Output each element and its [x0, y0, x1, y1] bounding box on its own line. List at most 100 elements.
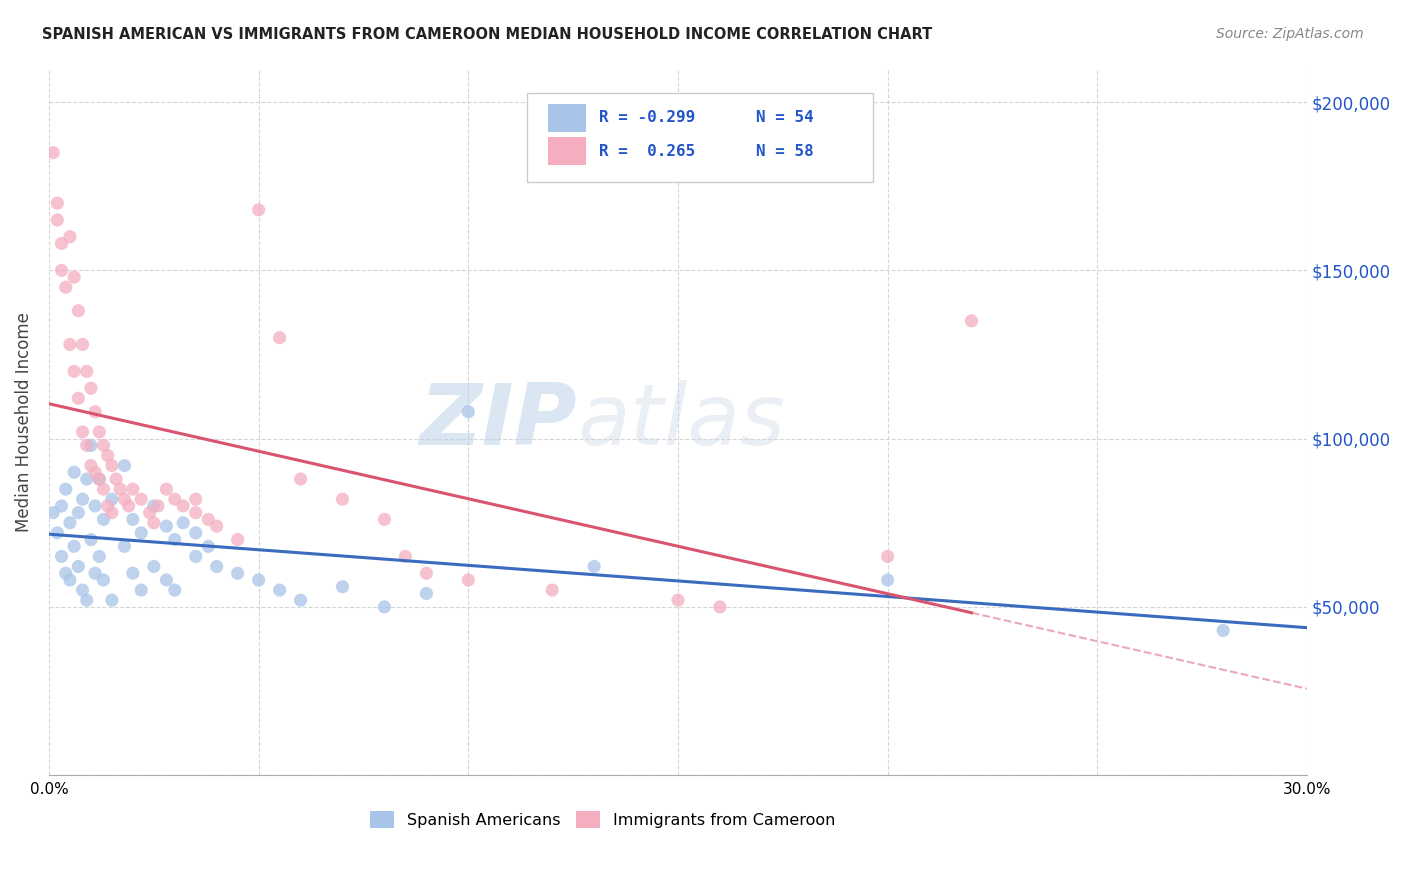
Point	[247, 573, 270, 587]
Point	[76, 364, 98, 378]
Point	[960, 314, 983, 328]
Text: atlas: atlas	[578, 380, 786, 463]
Point	[184, 549, 207, 564]
Point	[129, 492, 152, 507]
Point	[394, 549, 416, 564]
Point	[541, 583, 564, 598]
Point	[269, 331, 291, 345]
Point	[93, 573, 115, 587]
Point	[59, 573, 82, 587]
Point	[76, 472, 98, 486]
Text: N = 58: N = 58	[756, 144, 814, 159]
Point	[59, 229, 82, 244]
Point	[63, 270, 86, 285]
Point	[114, 539, 136, 553]
Point	[84, 465, 107, 479]
Point	[142, 499, 165, 513]
Point	[332, 492, 354, 507]
Point	[332, 580, 354, 594]
Text: N = 54: N = 54	[756, 111, 814, 126]
Point	[146, 499, 169, 513]
Point	[226, 566, 249, 581]
Point	[155, 519, 177, 533]
Text: SPANISH AMERICAN VS IMMIGRANTS FROM CAMEROON MEDIAN HOUSEHOLD INCOME CORRELATION: SPANISH AMERICAN VS IMMIGRANTS FROM CAME…	[42, 27, 932, 42]
Point	[67, 303, 90, 318]
Point	[163, 492, 186, 507]
FancyBboxPatch shape	[527, 94, 873, 182]
Point	[155, 482, 177, 496]
Point	[184, 492, 207, 507]
Point	[415, 566, 437, 581]
Point	[46, 525, 69, 540]
Text: R =  0.265: R = 0.265	[599, 144, 695, 159]
Point	[457, 405, 479, 419]
Point	[93, 512, 115, 526]
Point	[51, 236, 73, 251]
Point	[117, 499, 139, 513]
Point	[67, 559, 90, 574]
Point	[72, 425, 94, 439]
Point	[163, 533, 186, 547]
Point	[129, 525, 152, 540]
Point	[76, 593, 98, 607]
Point	[51, 499, 73, 513]
Point	[63, 364, 86, 378]
Bar	[548, 103, 586, 132]
Point	[197, 512, 219, 526]
Point	[373, 512, 395, 526]
Point	[80, 381, 103, 395]
Point	[51, 263, 73, 277]
Point	[84, 566, 107, 581]
Point	[76, 438, 98, 452]
Point	[129, 583, 152, 598]
Text: ZIP: ZIP	[420, 380, 578, 463]
Point	[142, 516, 165, 530]
Point	[155, 573, 177, 587]
Point	[72, 337, 94, 351]
Point	[876, 549, 898, 564]
Point	[72, 492, 94, 507]
Point	[197, 539, 219, 553]
Point	[89, 472, 111, 486]
Point	[163, 583, 186, 598]
Point	[89, 425, 111, 439]
Point	[84, 499, 107, 513]
Point	[114, 492, 136, 507]
Point	[42, 506, 65, 520]
Point	[93, 438, 115, 452]
Point	[93, 482, 115, 496]
Point	[89, 549, 111, 564]
Point	[59, 516, 82, 530]
Point	[80, 533, 103, 547]
Point	[51, 549, 73, 564]
Point	[55, 566, 77, 581]
Point	[226, 533, 249, 547]
Y-axis label: Median Household Income: Median Household Income	[15, 312, 32, 532]
Point	[876, 573, 898, 587]
Point	[97, 499, 120, 513]
Point	[72, 583, 94, 598]
Point	[142, 559, 165, 574]
Point	[59, 337, 82, 351]
Point	[583, 559, 606, 574]
Point	[63, 465, 86, 479]
Point	[247, 202, 270, 217]
Point	[121, 566, 143, 581]
Point	[80, 438, 103, 452]
Point	[373, 599, 395, 614]
Point	[89, 472, 111, 486]
Point	[121, 482, 143, 496]
Point	[67, 391, 90, 405]
Point	[138, 506, 160, 520]
Point	[101, 506, 124, 520]
Point	[666, 593, 689, 607]
Point	[101, 458, 124, 473]
Point	[105, 472, 128, 486]
Point	[80, 458, 103, 473]
Point	[101, 492, 124, 507]
Point	[269, 583, 291, 598]
Point	[55, 280, 77, 294]
Point	[172, 516, 194, 530]
Point	[290, 472, 312, 486]
Point	[205, 559, 228, 574]
